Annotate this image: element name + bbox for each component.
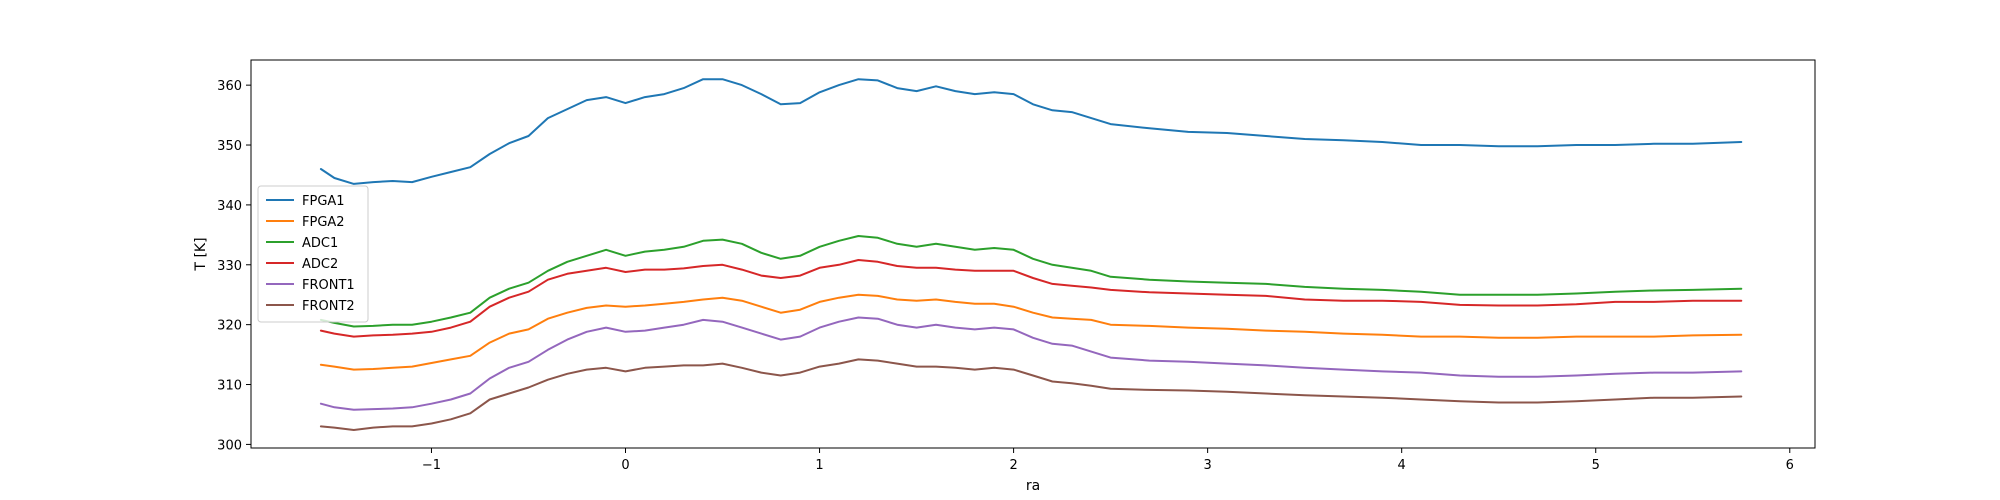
x-tick-label: 1 [815, 458, 823, 473]
legend-label: FRONT1 [302, 278, 355, 293]
y-tick-label: 360 [217, 79, 242, 94]
legend: FPGA1 FPGA2 ADC1 ADC2 FRONT1 FRONT2 [257, 185, 369, 323]
y-tick-label: 320 [217, 319, 242, 334]
y-axis-label: T [K] [193, 237, 209, 271]
legend-label: FPGA1 [302, 194, 345, 209]
legend-label: FPGA2 [302, 215, 345, 230]
legend-label: ADC1 [302, 236, 338, 251]
plot-area [250, 59, 1816, 449]
x-tick-label: 4 [1398, 458, 1406, 473]
legend-label: FRONT2 [302, 299, 355, 314]
x-tick-label: −1 [422, 458, 441, 473]
series-line-fpga2 [319, 293, 1743, 371]
legend-label: ADC2 [302, 257, 338, 272]
y-axis: 300 310 320 330 340 350 360 [217, 79, 251, 453]
series-line-adc2 [319, 259, 1743, 338]
x-tick-label: 5 [1592, 458, 1600, 473]
x-axis-label: ra [1026, 478, 1040, 494]
y-tick-label: 310 [217, 379, 242, 394]
x-tick-label: 2 [1009, 458, 1017, 473]
series-line-front1 [319, 316, 1743, 411]
series-layer [319, 78, 1743, 431]
x-tick-label: 6 [1786, 458, 1794, 473]
series-line-front2 [319, 358, 1743, 431]
x-tick-label: 0 [621, 458, 629, 473]
x-tick-label: 3 [1203, 458, 1211, 473]
y-tick-label: 330 [217, 259, 242, 274]
y-tick-label: 350 [217, 139, 242, 154]
y-tick-label: 340 [217, 199, 242, 214]
x-axis: −1 0 1 2 3 4 5 6 [422, 448, 1794, 473]
series-line-fpga1 [319, 78, 1743, 185]
y-tick-label: 300 [217, 438, 242, 453]
series-line-adc1 [319, 235, 1743, 328]
